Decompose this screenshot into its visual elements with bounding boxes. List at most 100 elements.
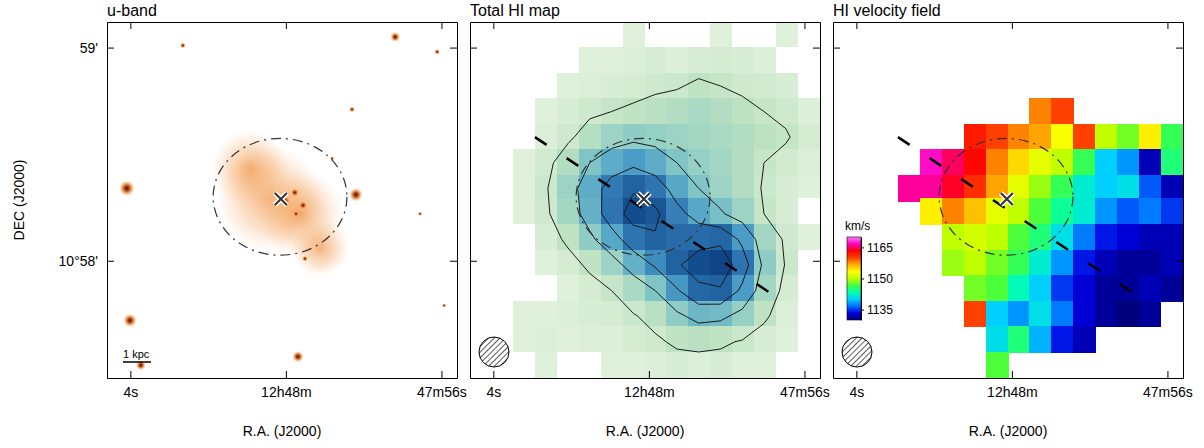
map-cell [513,224,536,251]
colorbar-label: km/s [845,219,870,233]
map-cell [754,175,777,202]
map-cell [1051,326,1074,353]
tick [1012,22,1013,29]
map-cell [535,301,558,328]
map-cell [710,22,733,48]
map-cell [732,198,755,225]
map-cell [710,175,733,202]
map-cell [579,22,602,48]
map-cell [1029,326,1052,353]
map-cell [601,352,624,378]
figure-svg: 1 kpc4s12h48m47m56s59'10°58'u-bandR.A. (… [0,0,1204,448]
map-cell [732,175,755,202]
diffuse-emission [291,219,349,277]
map-cell [1073,326,1096,353]
map-cell [1008,124,1031,151]
map-cell [513,352,536,378]
panel: 4s12h48m47m56sTotal HI mapR.A. (J2000) [470,2,830,439]
map-cell [513,198,536,225]
map-cell [1073,275,1096,302]
map-cell [470,198,492,225]
map-cell [666,47,689,74]
tick: 4s [123,371,138,400]
map-cell [754,250,777,277]
map-cell [1073,149,1096,176]
map-cell [645,275,668,302]
map-cell [1139,124,1162,151]
tick-mark [813,261,820,262]
map-cell [1161,198,1183,225]
map-cell [1073,224,1096,251]
map-cell [491,224,514,251]
map-cell [535,98,558,125]
tick-label: 59' [80,40,98,56]
map-cell [688,73,711,100]
tick: 47m56s [780,371,830,400]
map-cell [1117,124,1140,151]
map-cell [754,326,777,353]
cross [275,193,287,205]
tick-mark [861,310,864,311]
tick-mark [107,48,114,49]
contour [548,79,790,352]
tick [833,261,840,262]
beam [479,337,509,367]
tick-mark [833,48,840,49]
point-source [180,43,186,49]
map-cell [986,224,1009,251]
tick [450,48,457,49]
map-cell [601,175,624,202]
map-cell [942,198,965,225]
map-cell [491,250,514,277]
map-cell [1117,198,1140,225]
map-cell [1161,275,1183,302]
map-cell [535,326,558,353]
map-cell [535,124,558,151]
map-cell [710,47,733,74]
map-cell [666,22,689,48]
map-cell [710,352,733,378]
map-cell [1073,250,1096,277]
map-cell [557,352,580,378]
map-cell [491,73,514,100]
map-cell [666,73,689,100]
tick: 4s [849,371,864,400]
tick-label: 47m56s [780,384,830,400]
axis: 4s12h48m47m56s [471,371,830,400]
map-cell [623,275,646,302]
tick-mark [861,279,864,280]
map-cell [623,22,646,48]
map-cell [986,149,1009,176]
map-cell [798,149,820,176]
map-cell [776,149,799,176]
tick-label: 1135 [867,303,893,317]
map-cell [470,224,492,251]
map-cell [645,98,668,125]
tick-mark [450,48,457,49]
map-cell [776,47,799,74]
point-source [299,201,307,209]
map-cell [513,250,536,277]
tick-mark [804,371,805,378]
tick-mark [493,371,494,378]
map-cell [986,124,1009,151]
axis [470,23,477,379]
tick-mark [441,22,442,29]
map-cell [1029,250,1052,277]
map-cell [688,175,711,202]
map-cell [579,73,602,100]
map-cell [557,22,580,48]
tick-mark [286,22,287,29]
map-cell [1161,175,1183,202]
map-cell [964,250,987,277]
map-cell [798,301,820,328]
map-cell [645,250,668,277]
tick-label: 12h48m [987,384,1038,400]
map-cell [964,301,987,328]
optical-extent [213,138,347,255]
map-cell [470,275,492,302]
map-cell [470,175,492,202]
tick: 10°58' [59,253,114,269]
tick-mark [470,48,477,49]
map-cell [798,198,820,225]
